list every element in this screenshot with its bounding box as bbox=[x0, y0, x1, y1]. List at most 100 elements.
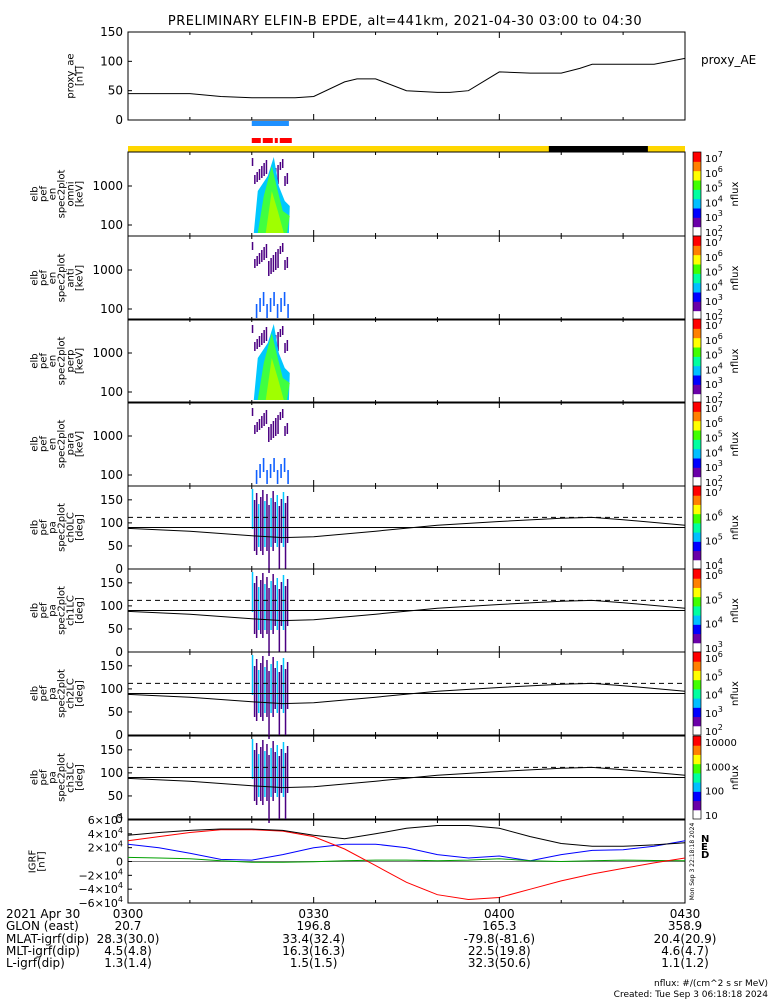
spec-stripe bbox=[272, 421, 275, 438]
colorbar-segment bbox=[693, 420, 701, 431]
colorbar-segment bbox=[693, 791, 701, 802]
pa-stripe bbox=[286, 496, 289, 543]
colorbar-segment bbox=[693, 337, 701, 348]
ephem-mlat-value: 33.4(32.4) bbox=[282, 932, 345, 946]
pa-stripe bbox=[284, 503, 287, 569]
spec-stripe bbox=[286, 257, 289, 268]
spec-stripe bbox=[251, 325, 254, 333]
spec-stripe bbox=[277, 249, 279, 268]
ephem-row-label: L-igrf(dip) bbox=[6, 956, 65, 970]
y-axis-label-line: pef bbox=[39, 685, 50, 702]
pa-stripe bbox=[274, 752, 276, 793]
ephem-lval-value: 1.3(1.4) bbox=[104, 956, 152, 970]
colorbar-segment bbox=[693, 375, 701, 385]
y-axis-label-line: spec2plot bbox=[57, 586, 68, 635]
ephem-row-label: GLON (east) bbox=[6, 919, 79, 933]
colorbar-segment bbox=[693, 633, 701, 644]
spec-stripe bbox=[256, 339, 258, 349]
pa-stripe bbox=[286, 579, 289, 626]
colorbar-segment bbox=[693, 763, 701, 774]
spec-stripe bbox=[279, 412, 282, 420]
ephem-lval-value: 1.1(1.2) bbox=[661, 956, 709, 970]
pa-y-tick-label: 150 bbox=[100, 659, 123, 673]
spec-stripe bbox=[284, 343, 286, 353]
spec-stripe bbox=[256, 422, 258, 432]
igrf-legend-n: N bbox=[701, 834, 709, 845]
spec-stripe bbox=[284, 260, 286, 270]
y-axis-label-line: spec2plot bbox=[57, 420, 68, 469]
spec-stripe bbox=[265, 160, 268, 174]
pa-stripe bbox=[257, 504, 260, 547]
colorbar-segment bbox=[693, 245, 701, 256]
ephem-row-label: 2021 Apr 30 bbox=[6, 907, 80, 921]
y-axis-label-line: pa bbox=[48, 604, 59, 616]
blue-science-bar bbox=[251, 121, 289, 126]
colorbar-segment bbox=[693, 754, 701, 765]
spec-stripe bbox=[263, 247, 265, 260]
colorbar-segment bbox=[693, 495, 701, 505]
spec-stripe bbox=[258, 336, 261, 347]
y-axis-label-line: pef bbox=[39, 353, 50, 370]
spec-stripe bbox=[274, 418, 277, 436]
spec-stripe bbox=[281, 243, 284, 252]
colorbar-segment bbox=[693, 356, 701, 367]
spec-stripe bbox=[251, 242, 254, 250]
pa-stripe bbox=[260, 747, 262, 801]
colorbar-segment bbox=[693, 161, 701, 172]
spec-stripe bbox=[262, 292, 265, 306]
y-axis-label-line: [deg] bbox=[75, 514, 86, 541]
colorbar-segment bbox=[693, 189, 701, 200]
colorbar-segment bbox=[693, 226, 701, 237]
colorbar-segment bbox=[693, 292, 701, 302]
colorbar-segment bbox=[693, 605, 701, 616]
pa-y-tick-label: 0 bbox=[115, 812, 123, 826]
pa-stripe bbox=[286, 746, 289, 793]
colorbar-segment bbox=[693, 661, 701, 671]
ephem-time: 0400 bbox=[484, 907, 515, 921]
pa-stripe bbox=[257, 754, 260, 797]
pa-stripe bbox=[284, 669, 287, 735]
colorbar-segment bbox=[693, 541, 701, 552]
ephem-time: 0330 bbox=[298, 907, 329, 921]
colorbar-segment bbox=[693, 217, 701, 228]
pa-stripe bbox=[270, 498, 272, 547]
spectrogram-data bbox=[251, 408, 289, 484]
y-axis-label-line: en bbox=[48, 438, 59, 451]
pa-stripe bbox=[274, 668, 276, 709]
pa-stripe bbox=[268, 505, 270, 573]
spec-stripe bbox=[287, 470, 289, 484]
colorbar-tick: 100 bbox=[705, 787, 724, 798]
colorbar-segment bbox=[693, 476, 701, 487]
spec-stripe bbox=[276, 470, 279, 484]
colorbar-label: nflux bbox=[730, 265, 741, 290]
colorbar-segment bbox=[693, 809, 701, 820]
y-axis-label-line: elb bbox=[30, 186, 41, 201]
spec-stripe bbox=[265, 327, 268, 341]
colorbar-segment bbox=[693, 467, 701, 478]
colorbar-segment bbox=[693, 736, 701, 746]
pa-y-tick-label: 0 bbox=[115, 645, 123, 659]
spec-stripe bbox=[251, 158, 254, 166]
pa-y-tick-label: 50 bbox=[108, 539, 123, 553]
colorbar-label: nflux bbox=[730, 181, 741, 206]
pa-y-tick-label: 100 bbox=[100, 516, 123, 530]
ephem-glon-value: 20.7 bbox=[115, 919, 142, 933]
pa-y-tick-label: 0 bbox=[115, 562, 123, 576]
spec-stripe bbox=[286, 173, 289, 184]
pa-stripe bbox=[276, 745, 279, 797]
colorbar-segment bbox=[693, 800, 701, 811]
y-axis-label-line: spec2plot bbox=[57, 170, 68, 219]
spec-stripe bbox=[258, 419, 261, 430]
y-axis-label-line: pef bbox=[39, 436, 50, 453]
ae-y-tick-label: 100 bbox=[100, 54, 123, 68]
y-axis-label-line: [deg] bbox=[75, 764, 86, 791]
pa-stripe bbox=[260, 580, 262, 634]
colorbar-label: nflux bbox=[730, 598, 741, 623]
spec-stripe bbox=[281, 326, 284, 335]
colorbar-segment bbox=[693, 587, 701, 598]
pa-stripe bbox=[276, 578, 279, 630]
colorbar-label: nflux bbox=[730, 431, 741, 456]
spec-stripe bbox=[266, 470, 268, 484]
